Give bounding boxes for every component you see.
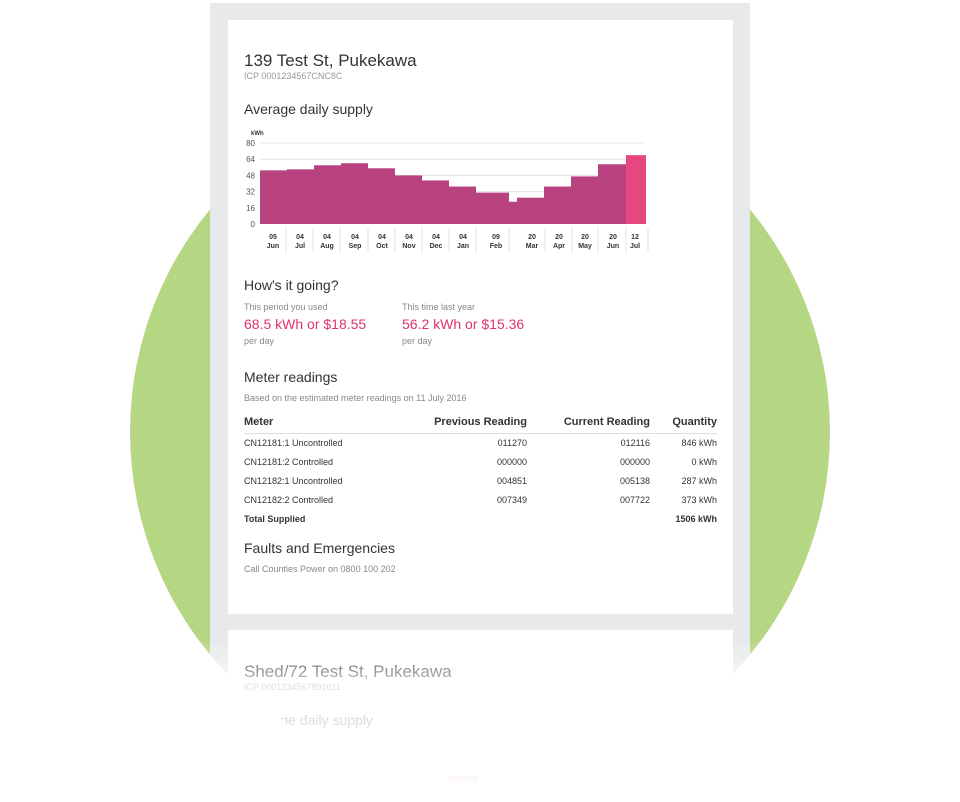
chart-x-ticks: 05 Jun 04 Jul 04 Aug 04 Sep 04 Oct 04 Nov 04 Dec 04 Jan… bbox=[267, 228, 649, 252]
x-tick-day: 20 bbox=[528, 234, 536, 241]
x-tick-day: 20 bbox=[555, 234, 563, 241]
meter-cell: CN12181:1 Uncontrolled bbox=[244, 437, 343, 448]
x-tick-month: Nov bbox=[402, 243, 415, 250]
chart-bar bbox=[571, 176, 598, 224]
x-tick-day: 04 bbox=[405, 234, 413, 241]
supply-heading: Average daily supply bbox=[244, 101, 373, 117]
quantity-cell: 287 kWh bbox=[681, 475, 717, 486]
chart-bar bbox=[341, 163, 368, 224]
chart-bar-current bbox=[626, 155, 646, 224]
x-tick-day: 04 bbox=[351, 234, 359, 241]
chart-y-label: kWh bbox=[251, 131, 264, 137]
chart-bar bbox=[395, 175, 422, 224]
quantity-cell: 373 kWh bbox=[681, 494, 717, 505]
quantity-cell: 846 kWh bbox=[681, 437, 717, 448]
daily-supply-chart: 0 16 32 48 64 80 05 Jun 04 Jul 04 Aug 04 Sep 04 Oct 04 N… bbox=[246, 131, 649, 252]
x-tick-day: 04 bbox=[296, 234, 304, 241]
property-address: 139 Test St, Pukekawa bbox=[244, 51, 417, 70]
current-cell: 012116 bbox=[620, 437, 650, 448]
previous-cell: 011270 bbox=[497, 437, 527, 448]
icp-number: ICP 0001234567CNC8C bbox=[244, 71, 343, 81]
last-year-label: This time last year bbox=[402, 302, 476, 312]
meter-cell: CN12181:2 Controlled bbox=[244, 456, 334, 467]
meter-readings-table: Meter Previous Reading Current Reading Q… bbox=[244, 414, 717, 528]
x-tick-month: Mar bbox=[526, 243, 539, 250]
faults-text: Call Counties Power on 0800 100 202 bbox=[244, 564, 396, 574]
table-row: CN12181:2 Controlled 000000 000000 0 kWh bbox=[244, 452, 717, 471]
x-tick-day: 04 bbox=[323, 234, 331, 241]
y-tick-label: 80 bbox=[246, 139, 255, 148]
x-tick-month: Jan bbox=[457, 243, 469, 250]
table-header-row: Meter Previous Reading Current Reading Q… bbox=[244, 414, 717, 434]
this-period-sub: per day bbox=[244, 336, 275, 346]
y-tick-label: 48 bbox=[246, 171, 255, 180]
x-tick-month: Jun bbox=[607, 243, 619, 250]
chart-bar bbox=[314, 165, 341, 224]
current-cell: 000000 bbox=[619, 456, 650, 467]
x-tick-day: 04 bbox=[459, 234, 467, 241]
x-tick-day: 20 bbox=[581, 234, 589, 241]
x-tick-month: Oct bbox=[376, 243, 388, 250]
table-total-row: Total Supplied 1506 kWh bbox=[244, 509, 717, 528]
last-year-value: 56.2 kWh or $15.36 bbox=[402, 316, 525, 332]
chart-bar bbox=[476, 192, 509, 224]
current-cell: 007722 bbox=[619, 494, 650, 505]
fade-overlay bbox=[0, 640, 960, 802]
x-tick-day: 04 bbox=[378, 234, 386, 241]
chart-bar bbox=[517, 197, 544, 224]
this-period-label: This period you used bbox=[244, 302, 328, 312]
meter-note: Based on the estimated meter readings on… bbox=[244, 393, 467, 403]
total-label: Total Supplied bbox=[244, 513, 306, 524]
chart-bar bbox=[368, 168, 395, 224]
x-tick-day: 20 bbox=[609, 234, 617, 241]
previous-cell: 004851 bbox=[496, 475, 527, 486]
chart-bar bbox=[509, 201, 517, 224]
col-previous-reading: Previous Reading bbox=[394, 414, 527, 434]
chart-bar bbox=[422, 180, 449, 224]
x-tick-day: 09 bbox=[492, 234, 500, 241]
this-period-value: 68.5 kWh or $18.55 bbox=[244, 316, 367, 332]
chart-bars bbox=[260, 155, 646, 224]
meter-cell: CN12182:1 Uncontrolled bbox=[244, 475, 343, 486]
chart-bar bbox=[260, 170, 287, 224]
meter-cell: CN12182:2 Controlled bbox=[244, 494, 334, 505]
x-tick-day: 04 bbox=[432, 234, 440, 241]
y-tick-label: 0 bbox=[251, 220, 256, 229]
current-cell: 005138 bbox=[619, 475, 650, 486]
x-tick-day: 05 bbox=[269, 234, 277, 241]
chart-bar bbox=[598, 164, 626, 224]
chart-bar bbox=[449, 186, 476, 224]
chart-bar bbox=[287, 169, 314, 224]
previous-cell: 000000 bbox=[496, 456, 527, 467]
quantity-cell: 0 kWh bbox=[691, 456, 717, 467]
x-tick-month: Jul bbox=[295, 243, 305, 250]
x-tick-month: Apr bbox=[553, 243, 565, 250]
col-quantity: Quantity bbox=[650, 414, 717, 434]
chart-y-ticks: 0 16 32 48 64 80 bbox=[246, 139, 255, 229]
col-current-reading: Current Reading bbox=[527, 414, 650, 434]
x-tick-month: Dec bbox=[430, 243, 443, 250]
x-tick-month: May bbox=[578, 243, 592, 250]
y-tick-label: 64 bbox=[246, 155, 255, 164]
x-tick-month: Jun bbox=[267, 243, 279, 250]
y-tick-label: 32 bbox=[246, 188, 255, 197]
x-tick-month: Aug bbox=[320, 243, 334, 250]
faults-heading: Faults and Emergencies bbox=[244, 540, 395, 556]
status-heading: How's it going? bbox=[244, 277, 339, 293]
chart-bar bbox=[544, 186, 571, 224]
table-row: CN12182:1 Uncontrolled 004851 005138 287… bbox=[244, 471, 717, 490]
table-row: CN12181:1 Uncontrolled 011270 012116 846… bbox=[244, 433, 717, 452]
table-row: CN12182:2 Controlled 007349 007722 373 k… bbox=[244, 490, 717, 509]
x-tick-month: Jul bbox=[630, 243, 640, 250]
total-value: 1506 kWh bbox=[675, 513, 717, 524]
x-tick-month: Feb bbox=[490, 243, 502, 250]
last-year-sub: per day bbox=[402, 336, 433, 346]
meter-heading: Meter readings bbox=[244, 369, 338, 385]
previous-cell: 007349 bbox=[496, 494, 527, 505]
x-tick-month: Sep bbox=[349, 243, 362, 250]
y-tick-label: 16 bbox=[246, 204, 255, 213]
x-tick-day: 12 bbox=[631, 234, 639, 241]
col-meter: Meter bbox=[244, 414, 394, 434]
